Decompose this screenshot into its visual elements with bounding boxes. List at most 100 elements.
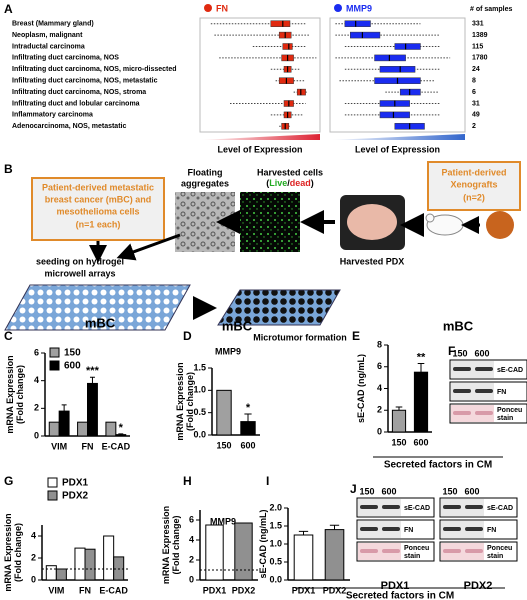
mbc-line: breast cancer (mBC) and: [45, 194, 152, 204]
band-label: FN: [404, 527, 413, 534]
y-tick-label: 0: [189, 574, 194, 584]
blot-band: [382, 505, 400, 509]
xenograft-line: Xenografts: [450, 179, 497, 189]
blot-band: [382, 527, 400, 531]
sample-count: 31: [472, 100, 480, 107]
mbc-line: Patient-derived metastatic: [42, 182, 154, 192]
x-tick-label: 150: [216, 440, 231, 450]
error-bar: [244, 413, 252, 422]
blot-image: [358, 499, 401, 516]
y-tick-label: 0.5: [269, 556, 282, 566]
pdx-label: Harvested PDX: [340, 256, 405, 266]
chart-title: mBC: [222, 318, 253, 333]
legend-label: PDX2: [62, 491, 89, 502]
y-tick-label: 4: [34, 375, 39, 385]
blot-band: [453, 367, 471, 371]
legend-swatch: [47, 477, 58, 488]
legend-dot: [204, 4, 212, 12]
y-axis-label: mRNA Expression(Fold change): [3, 513, 23, 591]
bar: [87, 382, 98, 437]
error-bar: [118, 433, 124, 435]
y-axis-label: mRNA Expression(Fold change): [5, 355, 25, 433]
sample-count: 6: [472, 89, 476, 96]
y-tick-label: 0.0: [269, 574, 282, 584]
y-tick-label: 4: [189, 534, 194, 544]
dead: dead: [290, 178, 311, 188]
aggregates-line: Floating: [188, 167, 223, 177]
y-axis-label-line: (Fold change): [13, 523, 23, 582]
seeding-line: microwell arrays: [44, 268, 115, 278]
microtumor-array: [217, 289, 341, 326]
mbc-line: (n=1 each): [76, 219, 121, 229]
error-bar: [329, 524, 340, 530]
y-tick-label: 0: [34, 430, 39, 440]
harvested-cells-title: Harvested cells: [257, 167, 323, 177]
x-tick-label: E-CAD: [102, 441, 131, 451]
lane-label: 600: [381, 486, 396, 496]
blot-label: PDX2: [464, 580, 493, 592]
bar: [216, 389, 232, 436]
y-axis-label-line: mRNA Expression: [175, 362, 185, 440]
bar: [113, 556, 125, 581]
lane-label: 600: [474, 348, 489, 358]
y-tick-label: 2.0: [269, 502, 282, 512]
y-tick-label: 6: [34, 347, 39, 357]
panel-label: J: [350, 482, 357, 496]
y-tick-label: 2: [377, 405, 382, 415]
blot-image: [441, 543, 484, 560]
x-tick-label: 600: [413, 437, 428, 447]
lane-label: 600: [464, 486, 479, 496]
paren: (: [266, 178, 269, 188]
row-label: Breast (Mammary gland): [12, 21, 94, 28]
panel-label: A: [4, 2, 13, 16]
diagram: Patient-derived metastatic breast cancer…: [4, 161, 521, 342]
x-axis-label: Secreted factors in CM: [346, 591, 454, 600]
bar: [205, 524, 224, 581]
mbc-text: Patient-derived metastatic breast cancer…: [42, 182, 154, 229]
microwell-array: [4, 284, 191, 331]
blot-image: [451, 383, 494, 400]
legend-dot: [334, 4, 342, 12]
row-label: Infiltrating duct carcinoma, NOS, micro-…: [12, 66, 177, 73]
y-tick-label: 2: [189, 554, 194, 564]
box: [270, 20, 291, 27]
bar: [293, 534, 314, 581]
bar: [105, 421, 117, 437]
xenograft-line: (n=2): [463, 192, 485, 202]
blot-band: [475, 367, 493, 371]
blot-image: [441, 521, 484, 538]
y-axis-label-line: mRNA Expression: [161, 506, 171, 584]
bar: [55, 568, 67, 581]
blot-band: [360, 527, 378, 531]
paren: ): [311, 178, 314, 188]
legend-label: FN: [216, 3, 228, 13]
mbc-line: mesothelioma cells: [56, 206, 139, 216]
chart-title: mBC: [85, 315, 116, 330]
blot-band: [360, 549, 378, 553]
error-bar: [61, 404, 67, 412]
row-label: Inflammatory carcinoma: [12, 112, 93, 119]
legend-label: 150: [64, 348, 81, 359]
box: [379, 111, 410, 119]
error-bar: [89, 376, 95, 384]
microtumor-label: Microtumor formation: [253, 332, 347, 342]
panel-label: C: [4, 329, 13, 343]
x-tick-label: PDX2: [323, 585, 347, 595]
slash: /: [287, 178, 290, 188]
xenograft-line: Patient-derived: [441, 167, 506, 177]
pdx-tissue: [347, 204, 397, 240]
y-tick-label: 1.5: [193, 362, 206, 372]
blot-band: [453, 411, 471, 415]
x-tick-label: E-CAD: [99, 585, 128, 595]
y-axis-label-line: mRNA Expression: [5, 355, 15, 433]
sample-count: 8: [472, 78, 476, 85]
error-bar: [298, 530, 309, 535]
aggregates-line: aggregates: [181, 178, 229, 188]
y-tick-label: 0: [377, 426, 382, 436]
harvested-cells-stain: (Live/dead): [266, 178, 314, 188]
bar: [413, 371, 429, 433]
y-axis-label: mRNA Expression(Fold change): [175, 362, 195, 440]
legend-swatch: [49, 360, 60, 371]
chart-note: MMP9: [210, 516, 236, 526]
lane-label: 150: [359, 486, 374, 496]
